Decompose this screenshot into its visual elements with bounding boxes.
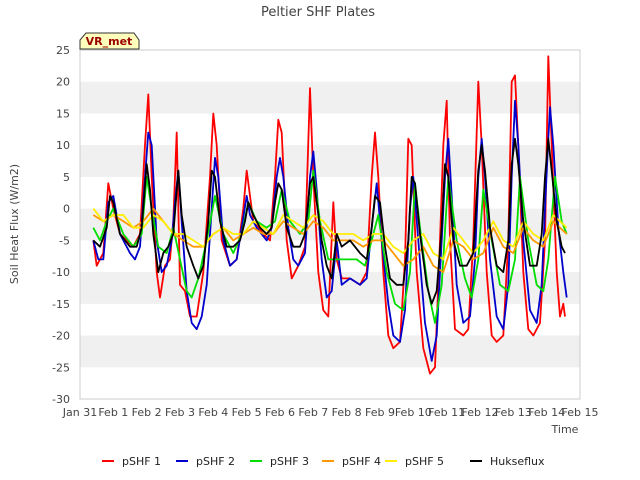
y-tick-label: -15 xyxy=(52,298,70,311)
y-axis-ticks: -30 -25 -20 -15 -10 -5 0 5 10 15 20 25 xyxy=(52,44,70,406)
x-tick-label: Feb 10 xyxy=(395,406,432,419)
y-tick-label: -10 xyxy=(52,266,70,279)
x-tick-label: Feb 6 xyxy=(265,406,295,419)
legend-item: pSHF 1 xyxy=(102,455,161,468)
legend-item: pSHF 4 xyxy=(322,455,381,468)
x-tick-label: Feb 13 xyxy=(495,406,532,419)
x-tick-label: Feb 5 xyxy=(232,406,262,419)
x-axis-ticks: Jan 31 Feb 1 Feb 2 Feb 3 Feb 4 Feb 5 Feb 6 Feb … xyxy=(62,406,599,419)
vr-met-badge: VR_met xyxy=(79,32,140,50)
x-tick-label: Jan 31 xyxy=(62,406,97,419)
chart-title: Peltier SHF Plates xyxy=(261,5,375,20)
y-tick-label: -5 xyxy=(59,234,70,247)
y-tick-label: 15 xyxy=(56,107,70,120)
legend-label: pSHF 4 xyxy=(342,455,381,468)
x-tick-label: Feb 11 xyxy=(428,406,465,419)
y-tick-label: 5 xyxy=(63,171,70,184)
x-tick-label: Feb 12 xyxy=(462,406,499,419)
x-tick-label: Feb 2 xyxy=(132,406,162,419)
legend-label: pSHF 2 xyxy=(196,455,235,468)
plot-frame xyxy=(79,49,581,400)
y-tick-label: 20 xyxy=(56,76,70,89)
grid-band xyxy=(80,335,580,368)
y-axis-label: Soil Heat Flux (W/m2) xyxy=(8,164,21,284)
legend-item: pSHF 3 xyxy=(250,455,309,468)
y-tick-label: -30 xyxy=(52,393,70,406)
legend-item: Hukseflux xyxy=(470,455,545,468)
x-tick-label: Feb 1 xyxy=(98,406,128,419)
x-tick-label: Feb 3 xyxy=(165,406,195,419)
legend-item: pSHF 5 xyxy=(385,455,444,468)
legend-item: pSHF 2 xyxy=(176,455,235,468)
legend-label: Hukseflux xyxy=(490,455,545,468)
x-tick-label: Feb 14 xyxy=(528,406,565,419)
y-tick-label: -25 xyxy=(52,361,70,374)
x-axis-label: Time xyxy=(551,423,579,436)
y-tick-label: 0 xyxy=(63,203,70,216)
series-line-hukseflux xyxy=(92,137,566,305)
legend-label: pSHF 5 xyxy=(405,455,444,468)
grid-band xyxy=(80,145,580,177)
x-tick-label: Feb 4 xyxy=(198,406,228,419)
series-lines xyxy=(92,55,568,375)
legend-label: pSHF 1 xyxy=(122,455,161,468)
legend: pSHF 1 pSHF 2 pSHF 3 pSHF 4 pSHF 5 Hukseflux xyxy=(102,455,545,468)
vr-met-label: VR_met xyxy=(86,35,133,48)
y-tick-label: 25 xyxy=(56,44,70,57)
y-tick-label: 10 xyxy=(56,139,70,152)
x-tick-label: Feb 7 xyxy=(298,406,328,419)
x-tick-label: Feb 15 xyxy=(562,406,599,419)
legend-label: pSHF 3 xyxy=(270,455,309,468)
y-tick-label: -20 xyxy=(52,330,70,343)
x-tick-label: Feb 9 xyxy=(365,406,395,419)
grid-band xyxy=(80,81,580,114)
x-tick-label: Feb 8 xyxy=(332,406,362,419)
